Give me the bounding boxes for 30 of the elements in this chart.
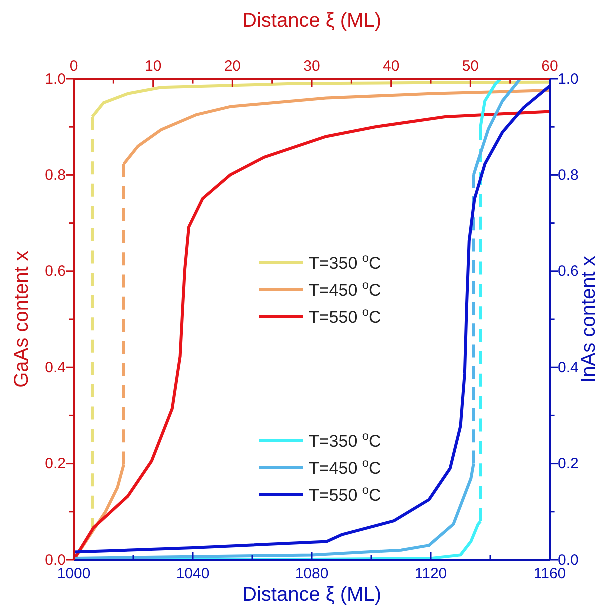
y2-tick-label: 1.0 bbox=[558, 70, 579, 88]
x2-tick-label: 40 bbox=[382, 58, 400, 75]
x2-tick-label: 20 bbox=[224, 58, 242, 75]
legend-label: T=450 $^{o}$C bbox=[309, 456, 382, 478]
x2-tick-label: 0 bbox=[70, 58, 78, 75]
x-axis-title: Distance ξ (ML) bbox=[242, 584, 382, 606]
x-tick-label: 1080 bbox=[295, 566, 329, 583]
y2-tick-label: 0.4 bbox=[558, 359, 579, 376]
legend-label: T=450 $^{o}$C bbox=[309, 278, 382, 300]
y-tick-label: 0.2 bbox=[45, 456, 66, 473]
y2-tick-label: 0.8 bbox=[558, 167, 579, 184]
legend-label: T=350 $^{o}$C bbox=[309, 251, 382, 273]
x2-tick-label: 60 bbox=[542, 58, 558, 75]
legend-label: T=550 $^{o}$C bbox=[309, 305, 382, 327]
x2-tick-label: 50 bbox=[462, 58, 480, 75]
y2-axis-title: InAs content x bbox=[578, 256, 600, 383]
legend-label: T=350 $^{o}$C bbox=[309, 429, 382, 451]
y-axis-title: GaAs content x bbox=[11, 251, 33, 388]
y2-tick-label: 0.2 bbox=[558, 456, 579, 473]
y-tick-label: 0.8 bbox=[45, 167, 66, 184]
x2-tick-label: 10 bbox=[144, 58, 162, 75]
y-tick-label: 0.6 bbox=[45, 263, 66, 280]
y-tick-label: 0.4 bbox=[45, 359, 66, 376]
x-tick-label: 1120 bbox=[414, 566, 448, 583]
x-tick-label: 1040 bbox=[176, 566, 210, 583]
y-tick-label: 1.0 bbox=[45, 70, 66, 88]
x2-axis-title: Distance ξ (ML) bbox=[242, 10, 382, 32]
legend-label: T=550 $^{o}$C bbox=[309, 483, 382, 505]
y2-tick-label: 0.6 bbox=[558, 263, 579, 280]
x2-tick-label: 30 bbox=[304, 58, 320, 75]
